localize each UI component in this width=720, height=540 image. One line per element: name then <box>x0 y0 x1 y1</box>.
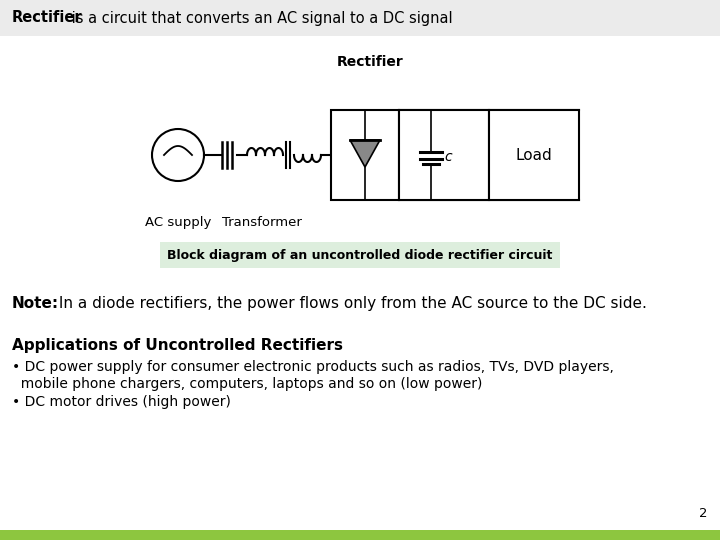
Bar <box>0 0 720 36</box>
Text: c: c <box>444 150 452 164</box>
Text: mobile phone chargers, computers, laptops and so on (low power): mobile phone chargers, computers, laptop… <box>12 377 482 391</box>
Bar <box>331 110 399 200</box>
Text: Load: Load <box>516 147 552 163</box>
Bar <box>489 110 579 200</box>
Text: AC supply: AC supply <box>145 216 211 229</box>
Bar <box>399 110 489 200</box>
Bar <box>160 242 560 268</box>
Text: Note:: Note: <box>12 296 59 311</box>
Text: • DC motor drives (high power): • DC motor drives (high power) <box>12 395 231 409</box>
Polygon shape <box>350 140 380 167</box>
Text: is a circuit that converts an AC signal to a DC signal: is a circuit that converts an AC signal … <box>67 10 453 25</box>
Text: Rectifier: Rectifier <box>12 10 83 25</box>
Text: Applications of Uncontrolled Rectifiers: Applications of Uncontrolled Rectifiers <box>12 338 343 353</box>
Text: Rectifier: Rectifier <box>337 55 403 69</box>
Bar <box>0 530 720 540</box>
Text: Transformer: Transformer <box>222 216 302 229</box>
Text: 2: 2 <box>700 507 708 520</box>
Text: In a diode rectifiers, the power flows only from the AC source to the DC side.: In a diode rectifiers, the power flows o… <box>54 296 647 311</box>
Text: Block diagram of an uncontrolled diode rectifier circuit: Block diagram of an uncontrolled diode r… <box>167 248 553 261</box>
Text: • DC power supply for consumer electronic products such as radios, TVs, DVD play: • DC power supply for consumer electroni… <box>12 360 614 374</box>
